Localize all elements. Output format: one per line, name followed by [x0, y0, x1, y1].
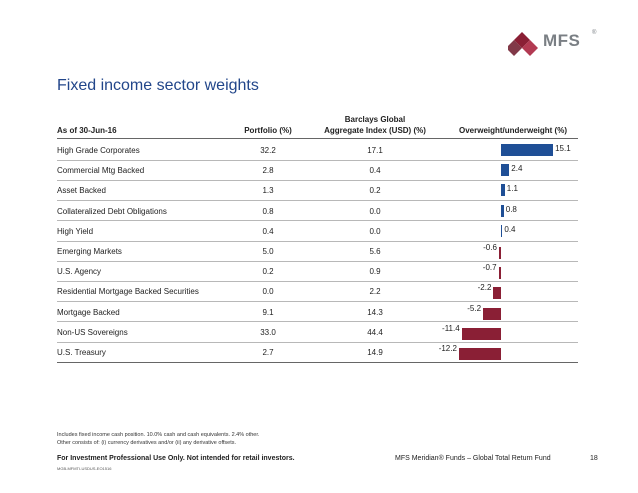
footer-fund-name: MFS Meridian® Funds – Global Total Retur…	[395, 455, 551, 462]
index-value: 14.9	[367, 348, 383, 357]
diff-label: -0.7	[482, 263, 497, 273]
positive-bar	[501, 144, 554, 156]
row-rule	[57, 220, 578, 222]
portfolio-value: 0.8	[262, 206, 274, 216]
negative-bar	[498, 267, 501, 280]
portfolio-value: 0.0	[262, 287, 274, 297]
footer-code: MGB-MFMTI-USDUS-EO1516	[57, 466, 112, 471]
row-rule	[57, 240, 578, 242]
sector-name: Mortgage Backed	[57, 307, 120, 317]
diff-label: 0.4	[504, 224, 516, 234]
header-index-line2: Aggregate Index (USD) (%)	[324, 126, 426, 135]
page-title: Fixed income sector weights	[57, 77, 259, 94]
portfolio-value: 1.3	[262, 186, 274, 196]
sector-name: Asset Backed	[57, 186, 106, 196]
negative-bar	[493, 287, 501, 300]
sector-name: Commercial Mtg Backed	[57, 166, 145, 176]
index-value: 0.4	[369, 166, 381, 176]
diff-label: -0.6	[483, 243, 497, 252]
header-portfolio: Portfolio (%)	[244, 126, 292, 135]
table-bottom-rule	[57, 362, 578, 364]
index-value: 14.3	[367, 307, 383, 317]
index-value: 2.2	[369, 287, 381, 297]
index-value: 17.1	[367, 146, 383, 155]
row-rule	[57, 280, 578, 282]
footer-disclaimer: For Investment Professional Use Only. No…	[57, 455, 295, 462]
header-index-line1: Barclays Global	[344, 115, 406, 124]
row-rule	[57, 301, 578, 303]
row-rule	[57, 159, 578, 161]
row-rule	[57, 200, 578, 202]
negative-bar	[498, 247, 501, 259]
header-sector: As of 30-Jun-16	[57, 126, 117, 135]
mfs-logo-icon	[508, 32, 538, 56]
portfolio-value: 0.4	[262, 226, 274, 236]
footnote-line2: Other consists of: (i) currency derivati…	[57, 440, 237, 446]
diff-label: 2.4	[511, 164, 523, 174]
sector-name: Emerging Markets	[57, 247, 122, 256]
index-value: 44.4	[367, 327, 383, 337]
sector-name: U.S. Treasury	[57, 348, 106, 357]
diff-label: -11.4	[442, 323, 460, 333]
diff-label: 0.8	[505, 204, 517, 214]
brand-registered: ®	[592, 30, 597, 36]
positive-bar	[501, 164, 510, 177]
sector-name: Non-US Sovereigns	[57, 327, 128, 337]
index-value: 0.2	[369, 186, 381, 196]
page-number: 18	[590, 455, 598, 462]
sector-name: High Yield	[57, 226, 94, 236]
negative-bar	[483, 307, 501, 320]
diff-label: -12.2	[438, 344, 457, 353]
sector-name: U.S. Agency	[57, 267, 102, 277]
positive-bar	[501, 224, 503, 237]
index-value: 0.0	[369, 206, 381, 216]
negative-bar	[458, 348, 501, 360]
index-value: 0.9	[369, 267, 381, 277]
row-rule	[57, 179, 578, 181]
portfolio-value: 32.2	[260, 146, 276, 155]
row-rule	[57, 341, 578, 343]
portfolio-value: 2.7	[262, 348, 274, 357]
header-overweight: Overweight/underweight (%)	[458, 126, 567, 135]
footnote-line1: Includes fixed income cash position. 10.…	[57, 432, 260, 438]
portfolio-value: 33.0	[260, 327, 276, 337]
diff-label: 15.1	[555, 144, 571, 153]
positive-bar	[501, 184, 505, 197]
diff-label: -5.2	[467, 303, 482, 313]
portfolio-value: 9.1	[262, 307, 274, 317]
sector-name: Collateralized Debt Obligations	[57, 206, 167, 216]
positive-bar	[501, 204, 504, 217]
portfolio-value: 5.0	[262, 247, 274, 256]
header-rule	[57, 138, 578, 139]
negative-bar	[461, 327, 501, 340]
index-value: 5.6	[369, 247, 381, 256]
row-rule	[57, 260, 578, 262]
sector-name: High Grade Corporates	[57, 146, 140, 155]
sector-name: Residential Mortgage Backed Securities	[57, 287, 199, 297]
diff-label: -2.2	[477, 283, 492, 293]
diff-label: 1.1	[506, 184, 518, 194]
portfolio-value: 2.8	[262, 166, 274, 176]
portfolio-value: 0.2	[262, 267, 274, 277]
index-value: 0.0	[369, 226, 381, 236]
brand-name: MFS	[543, 31, 581, 50]
row-rule	[57, 321, 578, 323]
